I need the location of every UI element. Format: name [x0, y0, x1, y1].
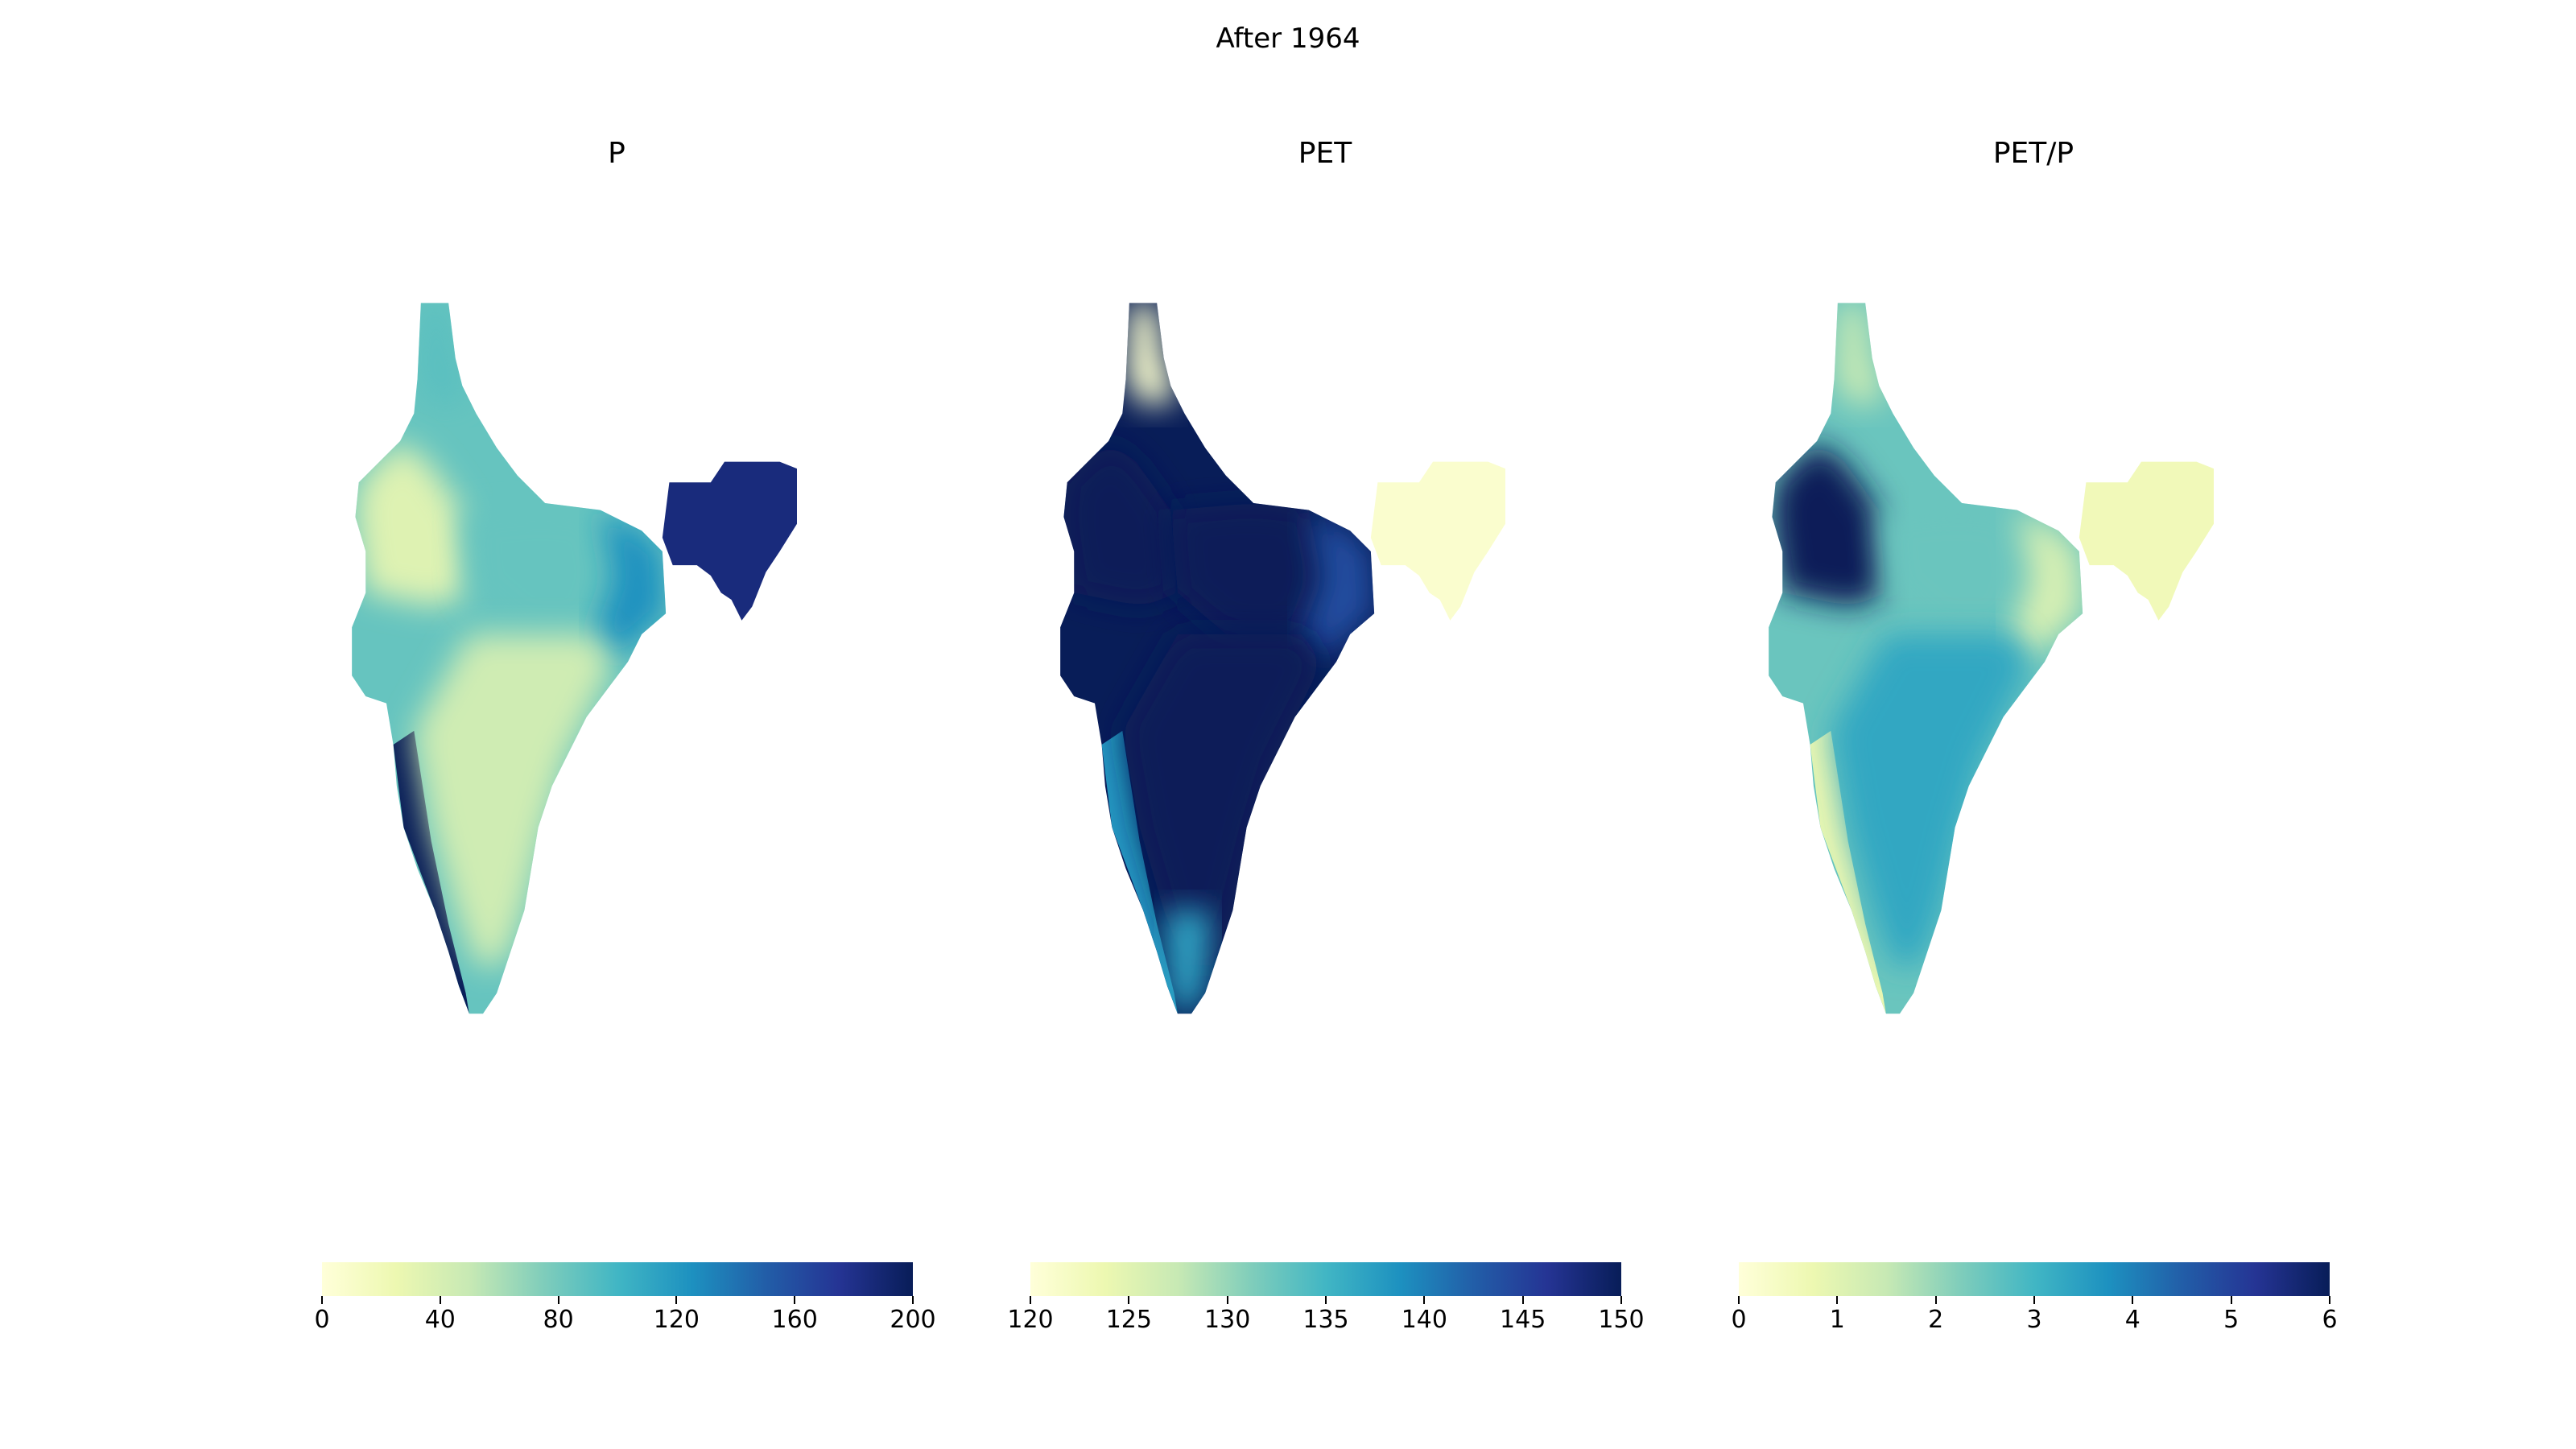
colorbar-tick: [557, 1296, 559, 1304]
colorbar-tick-label: 200: [890, 1306, 936, 1334]
region-east: [593, 510, 667, 663]
map-svg: [1060, 303, 1505, 1014]
region-deccan: [1122, 634, 1323, 966]
colorbar-tick-label: 135: [1302, 1306, 1349, 1334]
colorbar-tick-label: 120: [1007, 1306, 1054, 1334]
colorbar-tick-label: 80: [543, 1306, 574, 1334]
region-north: [1125, 303, 1178, 407]
colorbar-tick-label: 150: [1598, 1306, 1645, 1334]
colorbar-tick: [1325, 1296, 1327, 1304]
colorbar-tick-label: 2: [1928, 1306, 1944, 1334]
colorbar-tick: [1738, 1296, 1740, 1304]
colorbar-tick: [321, 1296, 323, 1304]
region-south-tip: [1163, 910, 1212, 1014]
colorbar-tick: [1030, 1296, 1031, 1304]
colorbar-tick-label: 130: [1204, 1306, 1251, 1334]
colorbar-tick: [2033, 1296, 2035, 1304]
region-deccan: [414, 634, 614, 966]
colorbar-tick: [439, 1296, 441, 1304]
region-deccan: [1831, 634, 2031, 966]
map-svg: [1769, 303, 2214, 1014]
region-northwest: [355, 440, 469, 607]
region-north: [1834, 303, 1886, 407]
colorbar-tick-label: 1: [1829, 1306, 1845, 1334]
colorbar-tick: [675, 1296, 678, 1304]
colorbar-tick-label: 125: [1105, 1306, 1152, 1334]
colorbar-tick: [2132, 1296, 2134, 1304]
region-east: [2010, 510, 2083, 663]
colorbar-tick: [794, 1296, 796, 1304]
colorbar-tick-label: 3: [2026, 1306, 2042, 1334]
colorbar-tick: [1620, 1296, 1622, 1304]
region-west-coast: [1101, 730, 1178, 1014]
colorbar-tick: [1521, 1296, 1524, 1304]
colorbar-tick-label: 120: [653, 1306, 700, 1334]
colorbar-tick: [1934, 1296, 1937, 1304]
colorbar-pet: [1030, 1262, 1621, 1296]
region-northwest: [1772, 440, 1886, 607]
region-northeast: [1370, 461, 1505, 621]
colorbar-tick-label: 4: [2124, 1306, 2140, 1334]
region-west-coast: [1810, 730, 1886, 1014]
colorbar-tick: [1423, 1296, 1426, 1304]
region-northwest: [1063, 440, 1178, 607]
region-central: [1879, 503, 2031, 634]
map-panel-pet-p: [1755, 242, 2238, 1103]
colorbar-tick-label: 145: [1500, 1306, 1546, 1334]
region-central: [1170, 503, 1323, 634]
map-svg: [352, 303, 797, 1014]
panel-title-pet-p: PET/P: [1992, 137, 2074, 170]
panel-title-pet: PET: [1298, 137, 1352, 170]
region-northeast: [662, 461, 797, 621]
region-east: [1302, 510, 1375, 663]
map-panel-pet: [1046, 242, 1530, 1103]
colorbar-tick-label: 140: [1401, 1306, 1447, 1334]
colorbar-p: [322, 1262, 913, 1296]
region-north: [417, 303, 469, 407]
region-central: [462, 503, 614, 634]
colorbar-tick-label: 160: [771, 1306, 818, 1334]
colorbar-tick-label: 40: [424, 1306, 456, 1334]
map-panel-p: [338, 242, 821, 1103]
colorbar-tick-label: 0: [1731, 1306, 1747, 1334]
colorbar-tick: [912, 1296, 914, 1304]
colorbar-tick: [1836, 1296, 1839, 1304]
colorbar-tick: [2329, 1296, 2330, 1304]
region-northeast: [2079, 461, 2214, 621]
region-west-coast: [393, 730, 469, 1014]
colorbar-tick: [2230, 1296, 2232, 1304]
colorbar-tick: [1226, 1296, 1228, 1304]
figure-title: After 1964: [1216, 23, 1360, 55]
panel-title-p: P: [608, 137, 625, 170]
colorbar-tick-label: 0: [314, 1306, 330, 1334]
colorbar-tick: [1128, 1296, 1130, 1304]
colorbar-pet-p: [1739, 1262, 2330, 1296]
colorbar-tick-label: 5: [2223, 1306, 2240, 1334]
colorbar-tick-label: 6: [2322, 1306, 2338, 1334]
